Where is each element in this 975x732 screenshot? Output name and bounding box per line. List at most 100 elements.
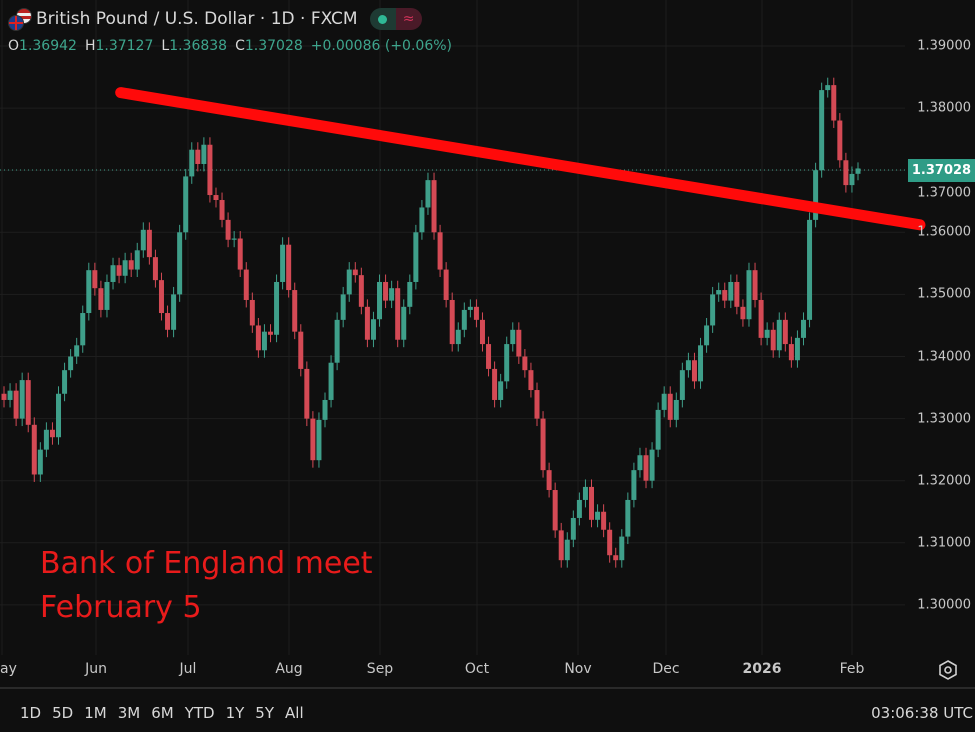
range-1y[interactable]: 1Y (225, 704, 245, 722)
candle (25, 372, 31, 433)
close-label: C (235, 38, 245, 54)
candle (746, 262, 752, 327)
candle-body (213, 195, 219, 201)
candle (322, 392, 328, 428)
y-tick-label: 1.33000 (917, 411, 971, 427)
candle-body (710, 294, 716, 326)
range-1m[interactable]: 1M (84, 704, 107, 722)
candle (207, 137, 213, 203)
candle-body (794, 337, 800, 361)
candle (800, 312, 806, 346)
range-all[interactable]: All (285, 704, 304, 722)
candle-body (831, 85, 837, 121)
candle-body (649, 449, 655, 481)
candle (582, 479, 588, 508)
candle-body (564, 539, 570, 561)
candle (673, 392, 679, 428)
candle-body (304, 368, 310, 419)
candle-body (49, 429, 55, 438)
candle (104, 274, 110, 318)
candle-body (62, 370, 68, 394)
candle-body (383, 281, 389, 301)
candle-body (807, 219, 813, 320)
candle (619, 529, 625, 568)
candle (31, 417, 37, 482)
candle (43, 422, 49, 458)
range-5d[interactable]: 5D (52, 704, 74, 722)
candle-body (56, 393, 62, 438)
candle-body (116, 265, 122, 276)
candle (389, 280, 395, 309)
range-ytd[interactable]: YTD (184, 704, 215, 722)
range-6m[interactable]: 6M (151, 704, 174, 722)
candle-body (110, 265, 116, 282)
candle (643, 447, 649, 489)
candle-body (340, 294, 346, 320)
candle-body (667, 393, 673, 420)
price-chart[interactable] (0, 0, 975, 688)
y-tick-label: 1.35000 (917, 286, 971, 302)
candle-body (98, 288, 104, 310)
candle (274, 274, 280, 343)
candle-body (189, 149, 195, 177)
candle (280, 237, 286, 290)
trendline[interactable] (115, 87, 926, 231)
candle (189, 142, 195, 184)
candle-body (237, 238, 243, 270)
status-pill[interactable]: ≈ (369, 8, 422, 30)
symbol-header[interactable]: British Pound / U.S. Dollar · 1D · FXCM … (8, 8, 422, 31)
candle-body (280, 244, 286, 282)
settings-icon[interactable] (938, 660, 958, 680)
candle-body (68, 356, 74, 371)
range-1d[interactable]: 1D (20, 704, 42, 722)
candle-body (104, 281, 110, 310)
candle-body (589, 486, 595, 520)
candle (304, 361, 310, 427)
candle (625, 492, 631, 545)
range-3m[interactable]: 3M (117, 704, 141, 722)
candle (576, 492, 582, 526)
candle (292, 282, 298, 340)
candle (62, 362, 68, 402)
y-tick-label: 1.34000 (917, 349, 971, 364)
candle (722, 282, 728, 309)
candle-body (467, 306, 473, 310)
open-label: O (8, 38, 20, 54)
y-tick-label: 1.36000 (917, 224, 971, 240)
candle (425, 172, 431, 215)
candle-body (401, 306, 407, 340)
candle (298, 324, 304, 377)
candle (819, 82, 825, 178)
y-tick-label: 1.31000 (917, 535, 971, 551)
candle-body (316, 419, 322, 461)
candle (86, 262, 92, 321)
candle (407, 274, 413, 315)
candle-body (643, 455, 649, 481)
candle-body (552, 490, 558, 531)
candle-body (352, 269, 358, 276)
y-tick-label: 1.39000 (917, 38, 971, 54)
y-tick-label: 1.38000 (917, 100, 971, 116)
candle (401, 299, 407, 348)
clock[interactable]: 03:06:38 UTC (871, 704, 973, 722)
candle (110, 257, 116, 290)
candle (564, 532, 570, 568)
ohlc-readout: O1.36942 H1.37127 L1.36838 C1.37028 +0.0… (8, 38, 452, 54)
candle (758, 292, 764, 346)
candle-body (243, 269, 249, 300)
candle-body (619, 536, 625, 561)
candle (158, 272, 164, 321)
candle-body (746, 270, 752, 320)
range-5y[interactable]: 5Y (255, 704, 275, 722)
candle-body (255, 325, 261, 351)
candle-body (146, 229, 152, 258)
candle (776, 312, 782, 358)
x-tick-label: ay (0, 661, 17, 677)
candle (122, 252, 128, 284)
candle-body (171, 294, 177, 330)
candle-body (443, 269, 449, 300)
candle-body (37, 449, 43, 475)
candle-body (758, 299, 764, 338)
candle (655, 402, 661, 458)
candle (764, 322, 770, 346)
